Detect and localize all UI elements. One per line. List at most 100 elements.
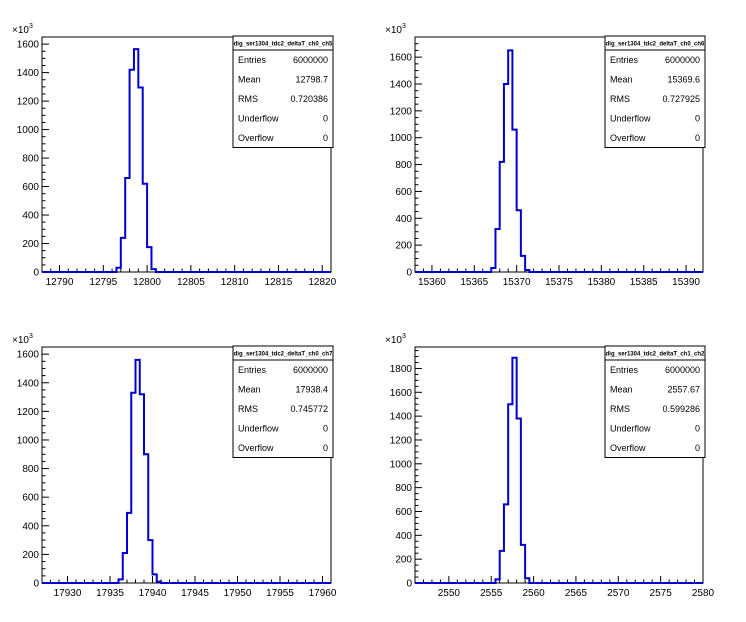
- stats-label: Underflow: [238, 114, 279, 124]
- stats-label: Mean: [238, 385, 261, 395]
- x-tick-label: 2570: [607, 588, 630, 599]
- stats-label: Overflow: [610, 443, 646, 453]
- stats-box-frame: [604, 35, 706, 148]
- y-tick-label: 1400: [17, 68, 40, 79]
- x-tick-label: 12805: [177, 277, 205, 288]
- x-axis: 12790 12795 12800 12805 12810 12815 12820: [41, 265, 337, 288]
- y-tick-label: 800: [395, 483, 412, 494]
- histogram-panel-3: 17930 17935 17940 17945 17950 17955 17960 0 200 4…: [12, 333, 337, 599]
- y-tick-label: 400: [395, 214, 412, 225]
- x-tick-label: 12795: [89, 277, 117, 288]
- histogram-bin: [495, 579, 499, 583]
- stats-value: 0: [695, 443, 700, 453]
- stats-label: Overflow: [238, 443, 274, 453]
- stats-value: 6000000: [665, 55, 700, 65]
- stats-label: Mean: [610, 75, 633, 85]
- y-tick-label: 400: [22, 521, 39, 532]
- histogram-bins: [116, 49, 155, 272]
- histogram-bin: [521, 256, 525, 272]
- y-axis: 0 200 400 600 800 1000 1200 1400 1600: [17, 346, 49, 590]
- stats-box-frame: [232, 35, 334, 148]
- x-tick-label: 2555: [480, 588, 503, 599]
- y-tick-label: 800: [395, 160, 412, 171]
- stats-label: Mean: [238, 75, 261, 85]
- y-tick-label: 200: [22, 550, 39, 561]
- y-multiplier-exponent: 3: [29, 23, 33, 30]
- y-tick-label: 0: [406, 268, 412, 279]
- histogram-bin: [157, 582, 161, 583]
- stats-value: 0: [695, 114, 700, 124]
- histogram-bin: [131, 393, 135, 583]
- histogram-bin: [151, 269, 155, 272]
- x-tick-label: 12820: [308, 277, 336, 288]
- y-multiplier-exponent: 3: [29, 333, 33, 340]
- y-axis: 0 200 400 600 800 1000 1200 1400 1600 1800: [390, 350, 422, 590]
- y-tick-label: 200: [22, 239, 39, 250]
- stats-label: Overflow: [610, 133, 646, 143]
- x-tick-label: 12810: [221, 277, 249, 288]
- stats-label: Underflow: [238, 424, 279, 434]
- histogram-bin: [491, 268, 495, 272]
- histogram-bin: [140, 394, 144, 583]
- y-tick-label: 1000: [390, 133, 413, 144]
- y-tick-label: 1600: [390, 388, 413, 399]
- y-tick-label: 0: [33, 579, 39, 590]
- histogram-bin: [504, 84, 508, 272]
- y-tick-label: 200: [395, 555, 412, 566]
- x-tick-label: 2580: [692, 588, 715, 599]
- stats-value: 12798.7: [295, 75, 328, 85]
- stats-value: 2557.67: [667, 385, 700, 395]
- histogram-bin: [119, 579, 123, 583]
- histogram-bin: [123, 553, 127, 583]
- histogram-bin: [138, 88, 142, 272]
- y-tick-label: 1400: [390, 412, 413, 423]
- histogram-bin: [136, 360, 140, 583]
- histogram-bin: [508, 404, 512, 583]
- stats-label: RMS: [610, 94, 630, 104]
- stats-value: 15369.6: [667, 75, 700, 85]
- histogram-bin: [521, 545, 525, 583]
- stats-label: Entries: [610, 365, 639, 375]
- y-multiplier-label: ×10: [12, 335, 29, 346]
- y-tick-label: 1200: [17, 407, 40, 418]
- y-tick-label: 1600: [17, 350, 40, 361]
- y-tick-label: 0: [406, 579, 412, 590]
- histogram-bin: [116, 268, 120, 272]
- y-tick-label: 1200: [17, 97, 40, 108]
- stats-value: 6000000: [665, 365, 700, 375]
- stats-label: RMS: [238, 404, 258, 414]
- stats-title: dig_ser1304_tdc2_deltaT_ch0_ch6: [606, 42, 705, 48]
- x-tick-label: 15370: [503, 277, 531, 288]
- histogram-bin: [148, 540, 152, 583]
- stats-label: RMS: [610, 404, 630, 414]
- histogram-outline: [415, 356, 703, 584]
- x-tick-label: 17935: [96, 588, 124, 599]
- stats-value: 0: [323, 424, 328, 434]
- y-tick-label: 800: [22, 154, 39, 165]
- x-tick-label: 15385: [630, 277, 658, 288]
- stats-title: dig_ser1304_tdc2_deltaT_ch1_ch2: [606, 352, 705, 358]
- stats-value: 0.745772: [290, 404, 328, 414]
- histogram-bin: [153, 574, 157, 583]
- stats-value: 0.727925: [662, 94, 700, 104]
- histogram-bin: [125, 178, 129, 272]
- stats-value: 6000000: [293, 365, 328, 375]
- stats-title: dig_ser1304_tdc2_deltaT_ch0_ch7: [234, 352, 333, 358]
- histogram-bin: [127, 513, 131, 583]
- histogram-panel-1: 12790 12795 12800 12805 12810 12815 12820 0 200 4…: [12, 23, 337, 288]
- histogram-bin: [147, 247, 151, 272]
- y-axis: 0 200 400 600 800 1000 1200 1400 1600: [390, 36, 422, 279]
- y-tick-label: 1600: [390, 53, 413, 64]
- y-tick-label: 400: [395, 531, 412, 542]
- histogram-bins: [491, 50, 529, 272]
- y-tick-label: 1000: [17, 435, 40, 446]
- histogram-bin: [495, 229, 499, 272]
- x-tick-label: 15365: [460, 277, 488, 288]
- histogram-bin: [504, 504, 508, 583]
- stats-box: dig_ser1304_tdc2_deltaT_ch1_ch2 Entries 60…: [604, 345, 706, 458]
- y-tick-label: 600: [22, 182, 39, 193]
- stats-value: 0.599286: [662, 404, 700, 414]
- histogram-bin: [130, 70, 134, 272]
- histogram-bin: [144, 454, 148, 583]
